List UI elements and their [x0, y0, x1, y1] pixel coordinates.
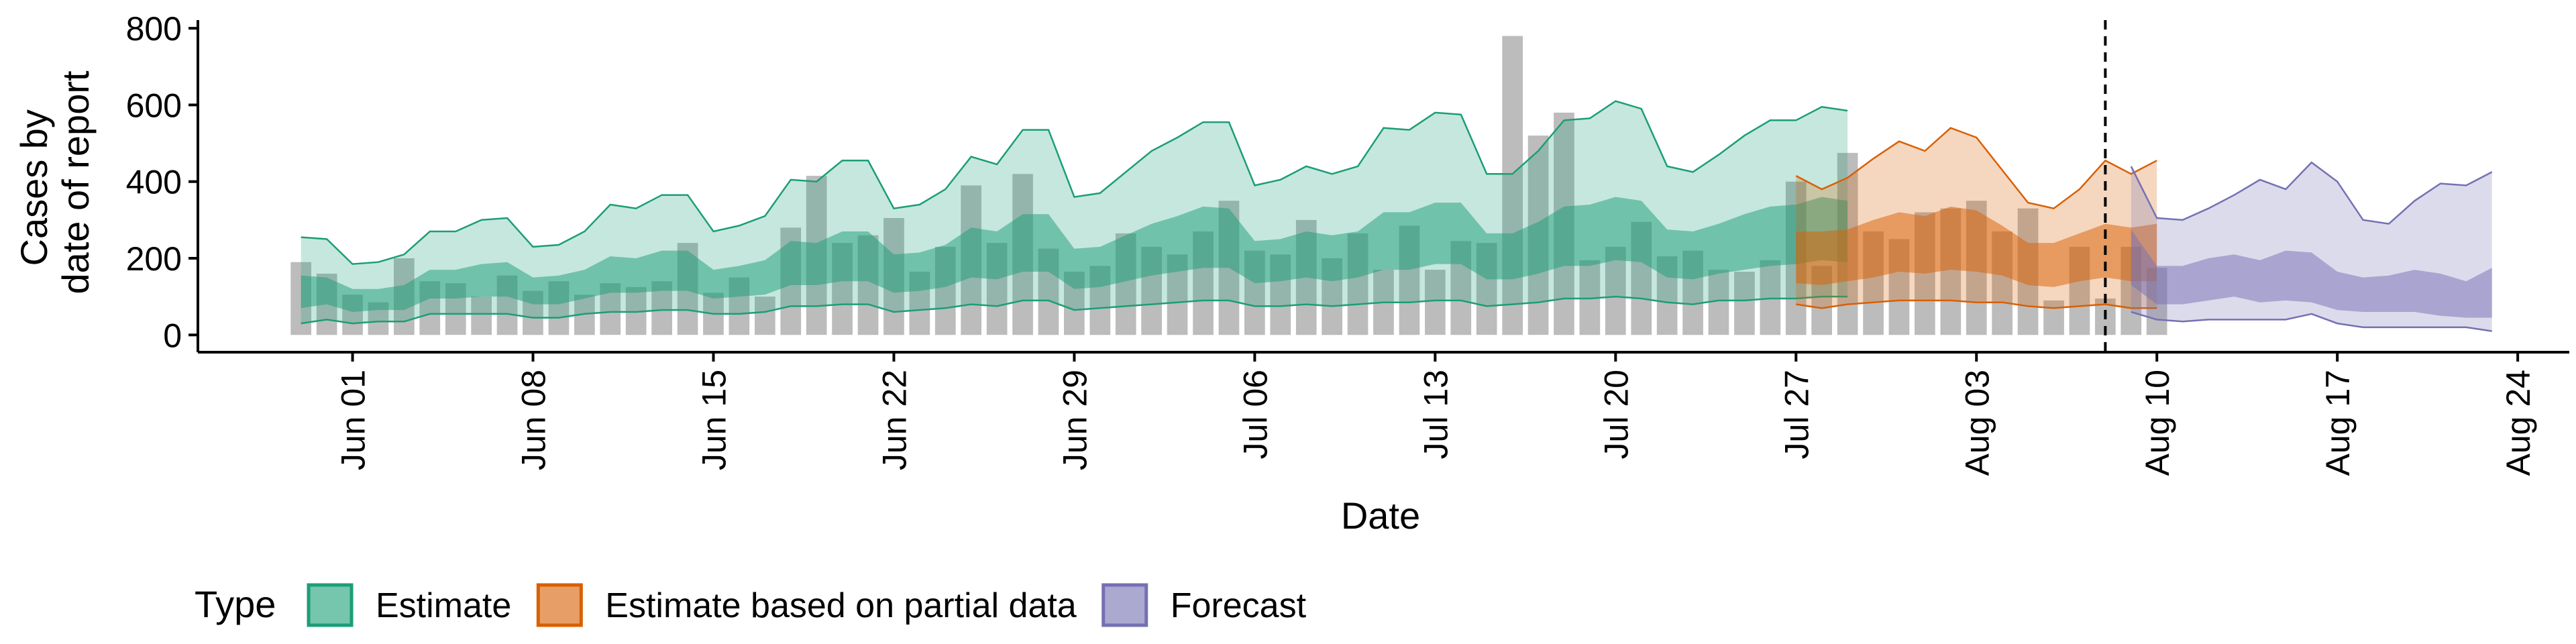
legend-swatch: [1102, 583, 1148, 627]
legend-swatch: [307, 583, 354, 627]
y-tick-label: 400: [126, 164, 182, 201]
y-axis-title-line-1: Cases by: [13, 109, 55, 266]
bar: [1734, 272, 1755, 335]
y-tick-label: 0: [163, 317, 182, 354]
x-tick-label: Aug 24: [2500, 370, 2537, 476]
band-edge-upper-estimate: [301, 100, 1848, 265]
x-tick-label: Jun 08: [515, 370, 553, 470]
bar: [1425, 270, 1446, 335]
bar: [1502, 36, 1523, 335]
y-ticks: 0 200 400 600 800: [126, 10, 198, 354]
x-tick-label: Jul 06: [1236, 370, 1274, 459]
bar: [1760, 260, 1781, 335]
legend-label: Estimate: [376, 586, 511, 625]
legend-label: Estimate based on partial data: [605, 586, 1077, 625]
x-tick-label: Jun 01: [335, 370, 372, 470]
x-tick-label: Jun 22: [875, 370, 913, 470]
y-tick-label: 600: [126, 87, 182, 124]
plot-area: [290, 20, 2493, 352]
band-edge-lower-forecast: [2131, 311, 2492, 332]
bar: [471, 297, 492, 335]
bands-layer: [301, 100, 2493, 332]
bar: [2043, 300, 2064, 335]
x-tick-label: Jul 13: [1417, 370, 1454, 459]
x-tick-label: Jul 20: [1597, 370, 1635, 459]
x-tick-label: Aug 10: [2139, 370, 2176, 476]
legend: Type Estimate Estimate based on partial d…: [195, 583, 1307, 627]
x-tick-label: Aug 03: [1958, 370, 1996, 476]
bar: [755, 297, 775, 335]
y-tick-label: 800: [126, 10, 182, 48]
band-inner-forecast: [2131, 229, 2492, 318]
y-tick-label: 200: [126, 240, 182, 278]
y-axis-title: Cases by date of report: [13, 70, 97, 294]
legend-swatch: [536, 583, 583, 627]
x-ticks: Jun 01 Jun 08 Jun 15 Jun 22 Jun 29 Jul 06 Jul …: [335, 352, 2537, 476]
legend-title: Type: [195, 583, 276, 625]
x-tick-label: Jun 15: [695, 370, 733, 470]
x-tick-label: Aug 17: [2319, 370, 2357, 476]
x-tick-label: Jul 27: [1778, 370, 1815, 459]
legend-items: Estimate Estimate based on partial data Fo…: [307, 583, 1307, 627]
y-axis-title-line-2: date of report: [54, 70, 97, 294]
band-edge-upper-estimate-based-on-partial-data: [1795, 127, 2157, 210]
band-inner-estimate-based-on-partial-data: [1796, 206, 2157, 287]
x-tick-label: Jun 29: [1056, 370, 1093, 470]
band-edge-lower-estimate-based-on-partial-data: [1796, 299, 2157, 309]
band-inner-estimate: [301, 197, 1848, 312]
x-axis-title: Date: [1341, 494, 1420, 537]
legend-label: Forecast: [1171, 586, 1307, 625]
band-edge-lower-estimate: [301, 295, 1848, 325]
band-edge-upper-forecast: [2130, 161, 2493, 225]
